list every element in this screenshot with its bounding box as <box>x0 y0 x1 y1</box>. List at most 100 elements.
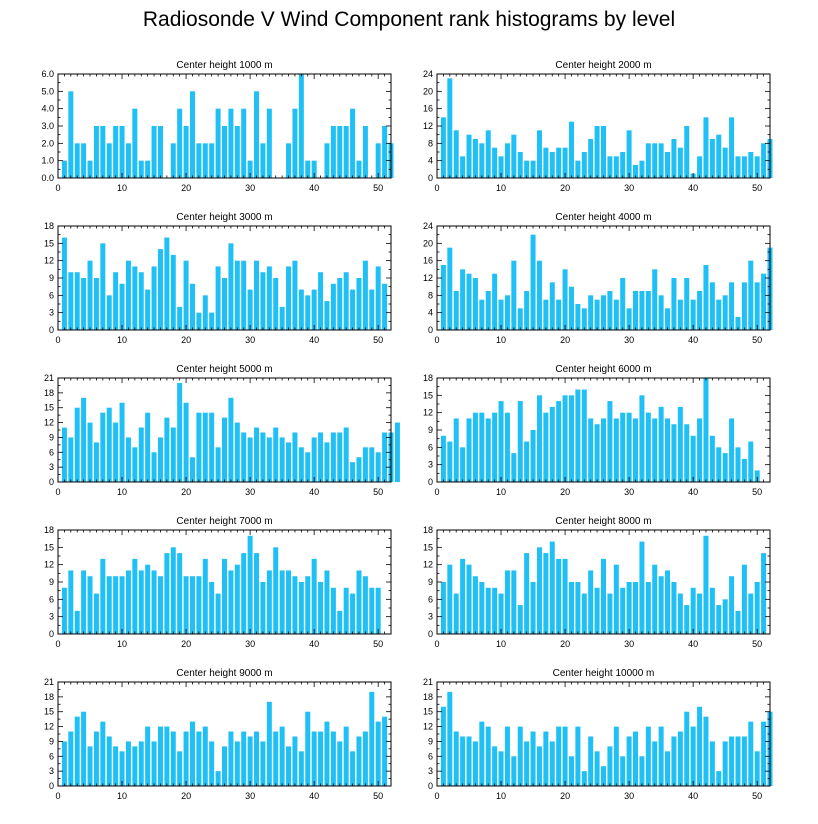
bar <box>479 412 485 482</box>
bar <box>697 156 703 178</box>
bar <box>222 417 227 482</box>
bar <box>460 156 466 178</box>
bar <box>164 237 170 330</box>
bar <box>177 108 183 178</box>
bar <box>356 570 362 634</box>
bar <box>254 260 260 330</box>
panel-title: Center height 3000 m <box>176 212 272 223</box>
bar <box>337 432 343 482</box>
y-tick-label: 9 <box>49 273 54 283</box>
bar <box>575 160 581 178</box>
bar <box>318 432 324 482</box>
bar <box>356 278 362 330</box>
bar <box>485 291 491 330</box>
bar <box>350 593 356 634</box>
bar <box>524 291 530 330</box>
bar <box>684 278 690 330</box>
y-tick-label: 15 <box>423 390 433 400</box>
y-tick-label: 0 <box>428 477 433 487</box>
x-tick-label: 40 <box>688 183 698 193</box>
bar <box>645 143 651 178</box>
y-tick-label: 9 <box>49 577 54 587</box>
y-tick-label: 12 <box>423 408 433 418</box>
bar <box>100 412 106 482</box>
bar <box>113 272 119 330</box>
bar <box>677 147 683 178</box>
bar <box>215 447 221 482</box>
bar <box>196 312 202 330</box>
bar <box>324 442 330 482</box>
bar <box>241 260 247 330</box>
bar <box>228 108 234 178</box>
bar <box>132 746 138 786</box>
bar <box>665 152 671 178</box>
bar <box>671 139 677 178</box>
bar <box>556 401 562 482</box>
bar <box>222 558 227 634</box>
bar <box>530 234 536 330</box>
bar <box>588 736 594 786</box>
bar <box>324 301 330 330</box>
bar <box>119 751 125 786</box>
bar <box>202 726 208 786</box>
bar <box>151 570 157 634</box>
y-tick-label: 18 <box>423 692 433 702</box>
y-tick-label: 6 <box>428 594 433 604</box>
x-tick-label: 20 <box>560 639 570 649</box>
bar <box>536 547 542 634</box>
bar <box>247 736 253 786</box>
panel-title: Center height 7000 m <box>176 516 272 527</box>
x-tick-label: 40 <box>688 487 698 497</box>
y-tick-label: 6 <box>49 751 54 761</box>
bar <box>279 726 285 786</box>
bar <box>709 139 715 178</box>
bar <box>209 412 215 482</box>
bar <box>196 143 202 178</box>
bar <box>524 741 530 786</box>
bar <box>543 299 549 330</box>
bar <box>652 564 658 634</box>
bar <box>562 726 568 786</box>
bar <box>543 731 549 786</box>
bar <box>568 286 574 330</box>
bar <box>362 260 368 330</box>
bar <box>68 731 74 786</box>
bar <box>305 452 311 482</box>
bar <box>138 570 144 634</box>
y-tick-label: 18 <box>44 388 54 398</box>
bar <box>754 470 760 482</box>
x-tick-label: 10 <box>496 639 506 649</box>
y-tick-label: 3.0 <box>41 121 54 131</box>
bar <box>594 424 600 482</box>
bar <box>581 593 587 634</box>
y-tick-label: 24 <box>423 221 433 231</box>
x-tick-label: 30 <box>624 639 634 649</box>
y-tick-label: 4 <box>428 308 433 318</box>
bar <box>177 751 183 786</box>
bar <box>164 726 170 786</box>
x-tick-label: 40 <box>688 335 698 345</box>
bar <box>228 243 234 330</box>
bar <box>581 152 587 178</box>
bar <box>447 247 453 330</box>
bar <box>241 553 247 634</box>
y-tick-label: 6 <box>49 290 54 300</box>
x-tick-label: 30 <box>624 487 634 497</box>
panel-3: Center height 3000 m 0 10 20 30 40 50 0 3 6 9 12 15 1… <box>44 212 392 345</box>
bar <box>581 389 587 482</box>
bar <box>369 289 375 330</box>
x-tick-label: 40 <box>309 487 319 497</box>
x-tick-label: 10 <box>496 487 506 497</box>
x-tick-label: 10 <box>496 791 506 801</box>
bar <box>138 427 144 482</box>
y-tick-label: 4 <box>428 156 433 166</box>
bar <box>324 143 330 178</box>
bar <box>453 291 459 330</box>
x-tick-label: 10 <box>117 639 127 649</box>
bar <box>241 731 247 786</box>
bar <box>183 576 189 634</box>
bar <box>343 587 349 634</box>
bar <box>273 547 279 634</box>
bar <box>157 126 163 178</box>
y-tick-label: 3 <box>49 462 54 472</box>
